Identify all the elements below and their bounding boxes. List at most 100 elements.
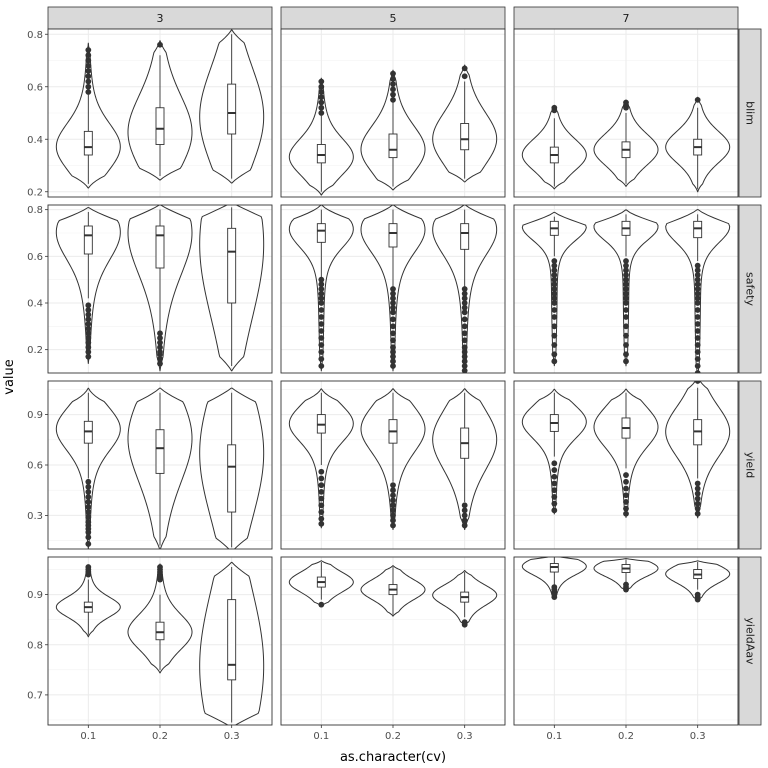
outlier-point	[85, 541, 92, 547]
outlier-point	[390, 323, 396, 330]
outlier-point	[85, 68, 92, 74]
outlier-point	[390, 502, 396, 509]
outlier-point	[390, 70, 396, 77]
outlier-point	[694, 349, 701, 355]
outlier-point	[461, 512, 468, 519]
violin-blim-3-0.3	[199, 29, 265, 184]
outlier-point	[694, 286, 701, 292]
outlier-point	[623, 323, 629, 330]
outlier-point	[318, 94, 325, 101]
outlier-point	[623, 295, 629, 302]
panel-yieldAav-5	[280, 556, 506, 726]
panel-border	[280, 204, 506, 374]
outlier-point	[623, 358, 629, 365]
outlier-point	[694, 505, 701, 512]
x-tick-label: 0.1	[80, 731, 96, 742]
outlier-point	[157, 356, 163, 362]
outlier-point	[390, 353, 396, 360]
outlier-point	[694, 356, 701, 362]
facet-strip-label-safety: safety	[744, 272, 757, 306]
panel-yieldAav-3	[47, 556, 273, 726]
outlier-point	[85, 488, 92, 495]
box	[155, 429, 165, 474]
box	[460, 223, 470, 250]
outlier-point	[694, 510, 701, 517]
outlier-point	[318, 300, 325, 306]
outlier-point	[85, 344, 92, 351]
outlier-point	[461, 344, 468, 351]
outlier-point	[694, 490, 701, 497]
outlier-point	[694, 485, 701, 492]
facet-strip-label-yieldAav: yieldAav	[744, 617, 757, 665]
panel-marks	[55, 387, 265, 549]
outlier-point	[694, 370, 701, 373]
outlier-point	[694, 295, 701, 302]
outlier-point	[623, 510, 629, 517]
outlier-point	[85, 349, 92, 355]
outlier-point	[623, 258, 629, 264]
y-tick-label: 0.9	[27, 410, 43, 421]
outlier-point	[85, 504, 92, 510]
outlier-point	[551, 584, 558, 590]
outlier-point	[85, 83, 92, 90]
x-tick-label: 0.3	[690, 731, 706, 742]
outlier-point	[694, 314, 701, 320]
outlier-point	[551, 314, 558, 320]
panel-yield-7	[513, 380, 739, 550]
outlier-point	[694, 307, 701, 313]
outlier-point	[85, 52, 92, 59]
outlier-point	[623, 99, 629, 106]
outlier-point	[85, 73, 92, 80]
box	[227, 83, 237, 135]
outlier-point	[461, 73, 468, 80]
violin-safety-5-0.2	[360, 205, 426, 372]
x-tick-label: 0.2	[618, 731, 634, 742]
panel-marks	[288, 205, 498, 373]
outlier-point	[318, 314, 325, 320]
panel-marks	[55, 205, 265, 372]
x-tick-label: 0.3	[457, 731, 473, 742]
outlier-point	[694, 272, 701, 278]
outlier-point	[318, 99, 325, 106]
outlier-point	[85, 302, 92, 309]
outlier-point	[318, 281, 325, 288]
violin-blim-5-0.1	[288, 77, 354, 196]
panel-border	[513, 380, 739, 550]
y-tick-label: 0.8	[27, 640, 43, 651]
outlier-point	[390, 522, 396, 529]
y-tick-label: 0.7	[27, 690, 43, 701]
panel-marks	[521, 209, 731, 373]
outlier-point	[623, 492, 629, 499]
outlier-point	[85, 325, 92, 332]
violin-blim-5-0.3	[432, 64, 498, 183]
panel-marks	[288, 64, 498, 196]
outlier-point	[551, 267, 558, 274]
facet-strip-blim	[738, 28, 762, 198]
outlier-point	[623, 290, 629, 297]
outlier-point	[623, 332, 629, 339]
violin-yieldAav-7-0.2	[593, 558, 659, 591]
outlier-point	[390, 337, 396, 344]
outlier-point	[694, 500, 701, 507]
y-tick-label: 0.4	[27, 299, 43, 310]
outlier-point	[85, 564, 92, 570]
violin-yieldAav-5-0.3	[432, 569, 498, 627]
outlier-point	[623, 505, 629, 512]
outlier-point	[85, 494, 92, 500]
outlier-point	[623, 267, 629, 274]
outlier-point	[85, 483, 92, 490]
outlier-point	[551, 276, 558, 283]
outlier-point	[551, 351, 558, 358]
outlier-point	[85, 534, 92, 541]
outlier-point	[551, 258, 558, 264]
outlier-point	[461, 522, 468, 529]
violin-safety-3-0.3	[199, 205, 265, 372]
outlier-point	[318, 363, 325, 369]
outlier-point	[461, 65, 468, 72]
outlier-point	[551, 104, 558, 111]
panel-blim-7	[513, 28, 739, 198]
outlier-point	[551, 290, 558, 297]
outlier-point	[461, 502, 468, 509]
panel-safety-3	[47, 204, 273, 374]
panel-marks	[55, 561, 265, 725]
